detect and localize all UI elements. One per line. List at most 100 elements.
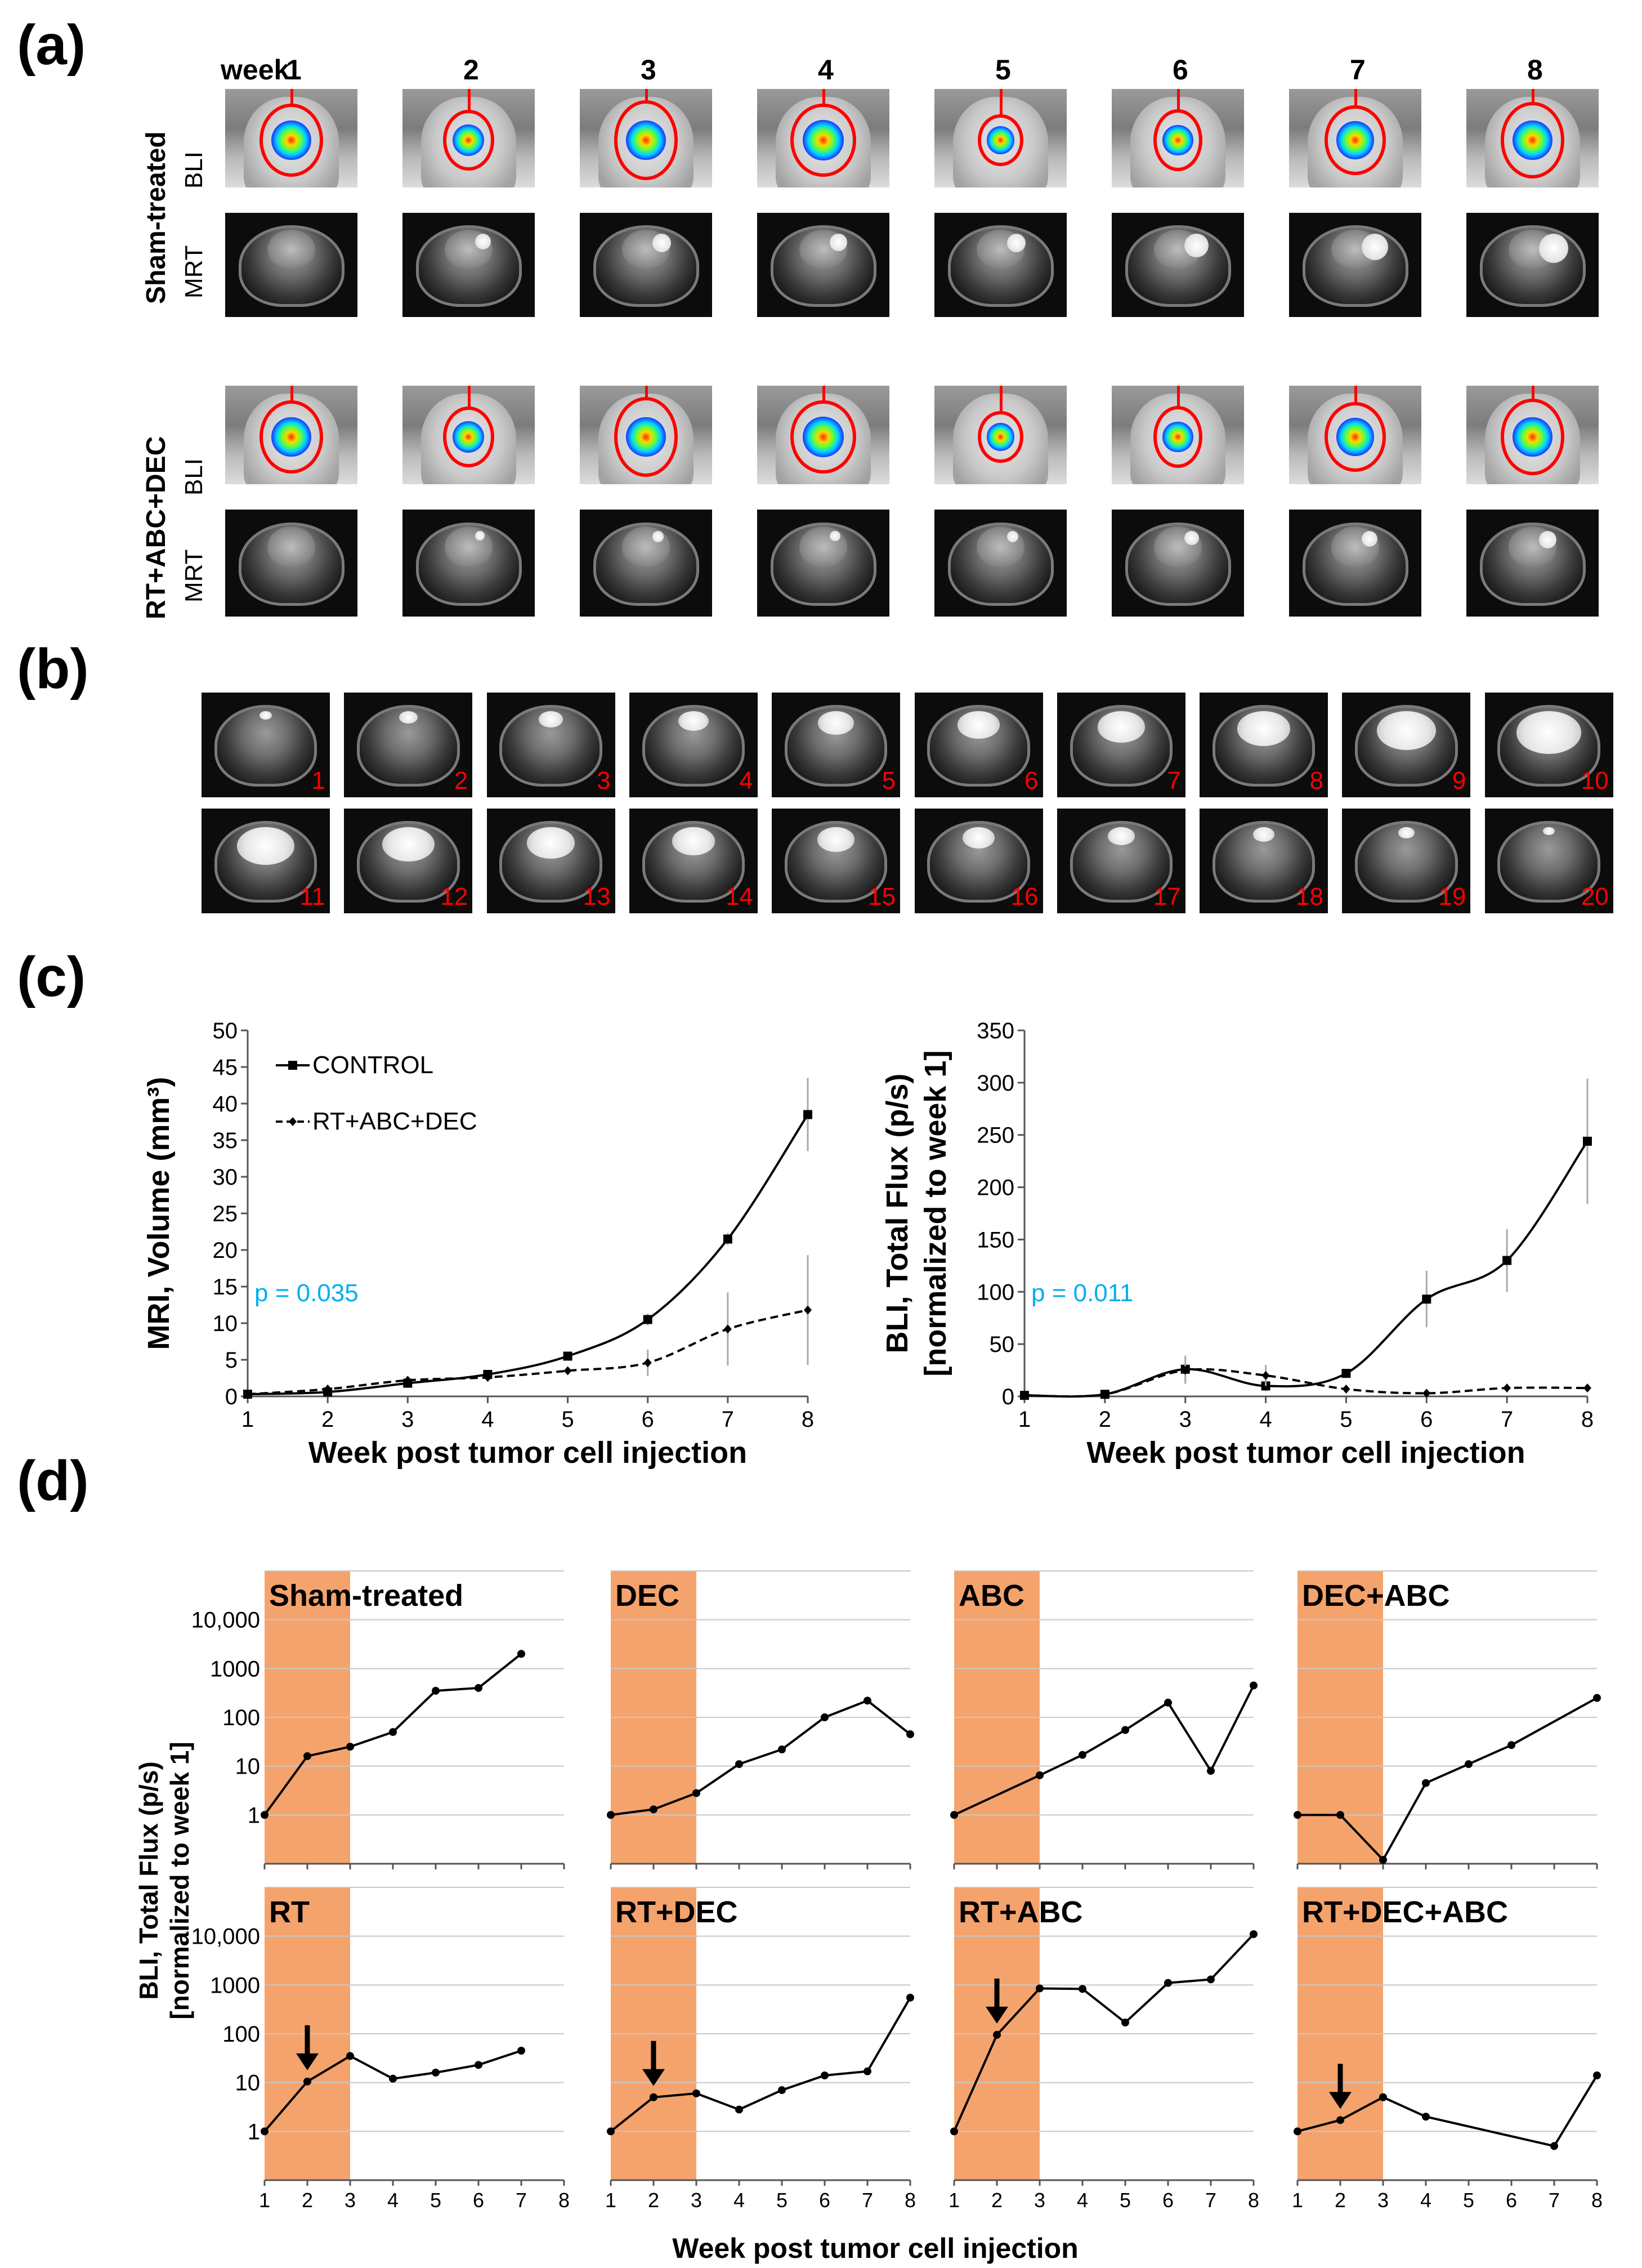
- roi-stem: [645, 386, 648, 400]
- data-point: [484, 1373, 492, 1382]
- x-tick-label: 6: [642, 1407, 654, 1432]
- x-tick-label: 1: [1018, 1407, 1031, 1432]
- data-point: [1164, 1979, 1172, 1987]
- data-point: [1121, 2019, 1129, 2027]
- data-point: [1261, 1370, 1270, 1380]
- y-tick-label: 25: [213, 1202, 238, 1226]
- y-tick-label: 10: [235, 2071, 261, 2096]
- mri-brain: [799, 526, 847, 568]
- y-tick-label: 300: [977, 1071, 1014, 1096]
- data-point: [244, 1390, 252, 1399]
- mri-slice: 17: [1057, 809, 1185, 913]
- subplot-title: RT+DEC: [615, 1895, 738, 1929]
- mri-slice: 6: [914, 693, 1043, 797]
- y-tick-label: 150: [977, 1227, 1014, 1252]
- mri-slice: 3: [486, 693, 615, 797]
- subplot: ABC: [950, 1570, 1258, 1869]
- row-label-mrt-2: MRT: [180, 549, 208, 602]
- bioluminescence-signal: [986, 423, 1015, 451]
- x-tick-label: 4: [387, 2189, 399, 2212]
- mri-image: [1289, 213, 1421, 317]
- bioluminescence-signal: [1162, 124, 1193, 156]
- bli-image: [934, 89, 1067, 187]
- chart-bli-total-flux: 0 50 100 150 200 250 300 350 1 2 3 4 5 6 7 8 p = 0.011 We…: [880, 1019, 1594, 1470]
- subplot: 1 10 100 1000 10,000 1 2 3 4 5 6 7 8 RT: [191, 1887, 570, 2212]
- data-point: [821, 2071, 829, 2080]
- slice-number: 20: [1581, 883, 1609, 910]
- roi-stem: [999, 89, 1003, 117]
- data-point: [1294, 2127, 1301, 2136]
- y-tick-label: 10: [235, 1754, 261, 1779]
- series-line: [1024, 1140, 1589, 1398]
- roi-circle: [443, 110, 494, 171]
- mri-slice: 2: [344, 693, 473, 797]
- x-tick-label: 6: [1162, 2189, 1174, 2212]
- mri-tumor: [236, 827, 295, 865]
- data-point: [906, 1730, 914, 1739]
- subplot-title: RT+ABC: [959, 1895, 1083, 1929]
- bli-image: [402, 386, 535, 484]
- data-point: [1036, 1984, 1044, 1993]
- data-point: [692, 2089, 700, 2097]
- data-point: [643, 1315, 652, 1324]
- mri-tumor: [538, 711, 563, 727]
- week-number-label: 2: [463, 54, 479, 86]
- x-tick-label: 8: [558, 2189, 570, 2212]
- bioluminescence-signal: [453, 124, 485, 156]
- mri-image: [757, 510, 889, 617]
- mri-tumor: [399, 711, 418, 724]
- x-tick-label: 4: [481, 1407, 494, 1432]
- x-tick-label: 6: [1420, 1407, 1433, 1432]
- y-tick-label: 5: [225, 1348, 238, 1373]
- data-point: [1181, 1365, 1189, 1375]
- roi-stem: [290, 386, 293, 403]
- treatment-arrow-head: [986, 2006, 1008, 2024]
- panel-a: week Sham-treated RT+ABC+DEC BLI MRT BLI…: [0, 0, 1642, 631]
- data-point: [517, 2047, 525, 2055]
- data-point: [1422, 1389, 1431, 1398]
- roi-stem: [1531, 89, 1534, 105]
- chart-bli-panels: BLI, Total Flux (p/s) [normalized to week…: [134, 1570, 1603, 2264]
- mri-image: [580, 510, 712, 617]
- mri-tumor: [1097, 711, 1145, 743]
- mri-image: [402, 510, 535, 617]
- y-tick-label: 10,000: [191, 1608, 260, 1633]
- x-tick-label: 5: [1120, 2189, 1131, 2212]
- bioluminescence-signal: [626, 120, 666, 160]
- panel-b-label: (b): [17, 637, 89, 700]
- data-point: [723, 1324, 732, 1334]
- x-tick-label: 2: [1335, 2189, 1346, 2212]
- roi-circle: [614, 100, 678, 180]
- row-label-bli-1: BLI: [180, 151, 208, 189]
- bli-image: [757, 386, 889, 484]
- x-tick-label: 7: [722, 1407, 734, 1432]
- mri-image: [402, 213, 535, 317]
- mri-slice: 19: [1342, 809, 1471, 913]
- y-tick-label: 0: [1002, 1385, 1014, 1409]
- mri-image: [757, 213, 889, 317]
- mri-tumor: [678, 711, 709, 731]
- mri-tumor: [817, 827, 855, 852]
- bioluminescence-signal: [453, 421, 485, 453]
- data-point: [1422, 1779, 1430, 1787]
- mri-slice: 10: [1484, 693, 1613, 797]
- data-point: [1121, 1726, 1129, 1734]
- series-line: [247, 1309, 808, 1396]
- group-label-sham: Sham-treated: [141, 131, 171, 304]
- data-point: [404, 1376, 412, 1385]
- treatment-arrow-head: [296, 2053, 319, 2070]
- bli-image: [580, 89, 712, 187]
- data-point: [1250, 1681, 1258, 1690]
- bioluminescence-signal: [271, 417, 311, 457]
- data-point: [993, 2030, 1001, 2039]
- roi-circle: [1500, 102, 1565, 178]
- data-point: [563, 1366, 572, 1376]
- data-point: [346, 2052, 354, 2060]
- row-label-mrt-1: MRT: [180, 245, 208, 298]
- roi-stem: [467, 386, 471, 409]
- data-point: [778, 1745, 786, 1753]
- roi-circle: [614, 397, 678, 477]
- data-point: [1164, 1698, 1172, 1707]
- y-axis-label: MRI, Volume (mm³): [142, 1077, 176, 1350]
- treatment-arrow-head: [642, 2069, 665, 2086]
